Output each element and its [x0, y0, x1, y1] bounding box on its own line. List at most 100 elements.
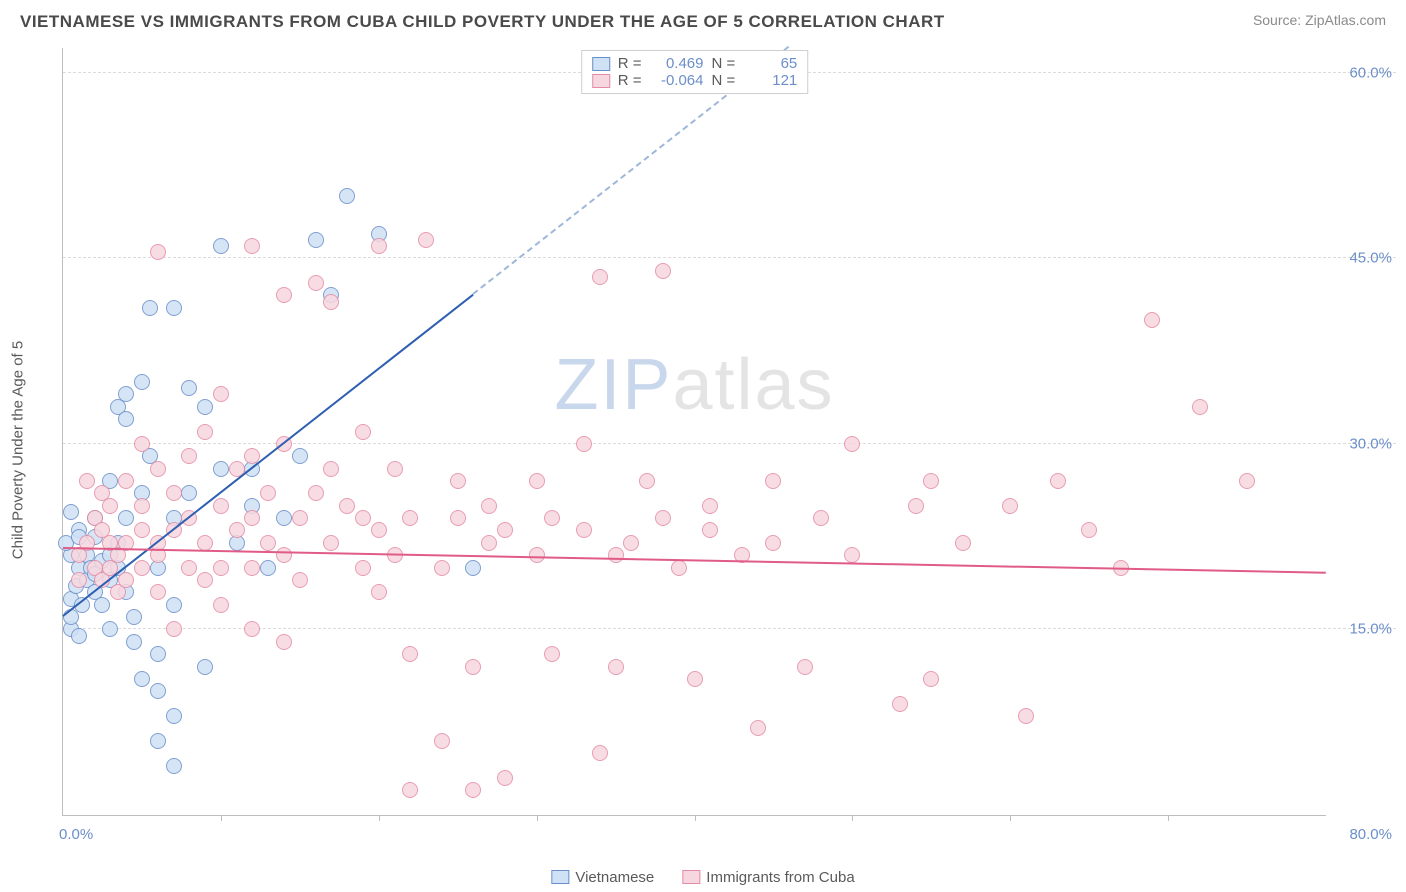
x-min-label: 0.0%	[59, 826, 93, 843]
r-label: R =	[618, 55, 642, 72]
watermark-atlas: atlas	[672, 345, 834, 425]
x-tick	[379, 815, 380, 821]
scatter-point	[260, 535, 276, 551]
scatter-point	[608, 659, 624, 675]
scatter-point	[134, 560, 150, 576]
scatter-point	[892, 696, 908, 712]
scatter-point	[118, 473, 134, 489]
scatter-point	[402, 646, 418, 662]
chart-container: Child Poverty Under the Age of 5 ZIPatla…	[36, 48, 1396, 852]
source-prefix: Source:	[1253, 12, 1305, 28]
scatter-point	[765, 473, 781, 489]
gridline	[63, 628, 1396, 629]
scatter-point	[402, 510, 418, 526]
r-label: R =	[618, 72, 642, 89]
scatter-point	[276, 547, 292, 563]
r-value-vietnamese: 0.469	[650, 55, 704, 72]
source-link[interactable]: ZipAtlas.com	[1305, 12, 1386, 28]
scatter-point	[844, 436, 860, 452]
scatter-point	[118, 510, 134, 526]
scatter-point	[371, 238, 387, 254]
scatter-point	[150, 584, 166, 600]
scatter-point	[308, 485, 324, 501]
y-tick-label: 45.0%	[1349, 250, 1392, 267]
gridline	[63, 443, 1396, 444]
scatter-point	[1192, 399, 1208, 415]
series-legend: Vietnamese Immigrants from Cuba	[551, 869, 854, 886]
scatter-point	[844, 547, 860, 563]
y-tick-label: 60.0%	[1349, 64, 1392, 81]
scatter-point	[197, 399, 213, 415]
scatter-point	[197, 572, 213, 588]
scatter-point	[813, 510, 829, 526]
swatch-cuba	[682, 870, 700, 884]
legend-item-cuba: Immigrants from Cuba	[682, 869, 854, 886]
scatter-point	[465, 782, 481, 798]
scatter-point	[450, 473, 466, 489]
scatter-point	[244, 621, 260, 637]
scatter-point	[481, 498, 497, 514]
scatter-point	[166, 300, 182, 316]
scatter-point	[181, 485, 197, 501]
x-tick	[1168, 815, 1169, 821]
n-value-cuba: 121	[743, 72, 797, 89]
x-tick	[852, 815, 853, 821]
y-axis-label: Child Poverty Under the Age of 5	[10, 341, 27, 559]
scatter-point	[655, 510, 671, 526]
scatter-point	[308, 275, 324, 291]
scatter-point	[134, 522, 150, 538]
scatter-point	[118, 572, 134, 588]
scatter-point	[1239, 473, 1255, 489]
scatter-point	[387, 461, 403, 477]
scatter-point	[465, 659, 481, 675]
scatter-point	[134, 671, 150, 687]
scatter-point	[134, 436, 150, 452]
scatter-point	[213, 560, 229, 576]
scatter-point	[323, 294, 339, 310]
scatter-point	[150, 683, 166, 699]
scatter-point	[94, 597, 110, 613]
legend-row-cuba: R = -0.064 N = 121	[592, 72, 798, 89]
scatter-point	[355, 424, 371, 440]
scatter-point	[1018, 708, 1034, 724]
scatter-point	[276, 634, 292, 650]
source-attribution: Source: ZipAtlas.com	[1253, 12, 1386, 28]
scatter-point	[126, 609, 142, 625]
scatter-point	[134, 498, 150, 514]
x-tick	[537, 815, 538, 821]
scatter-point	[923, 473, 939, 489]
scatter-point	[118, 411, 134, 427]
scatter-point	[166, 621, 182, 637]
scatter-point	[260, 485, 276, 501]
scatter-point	[181, 380, 197, 396]
scatter-point	[655, 263, 671, 279]
scatter-point	[292, 572, 308, 588]
scatter-point	[497, 522, 513, 538]
scatter-point	[79, 473, 95, 489]
scatter-point	[1144, 312, 1160, 328]
scatter-point	[244, 510, 260, 526]
scatter-point	[355, 560, 371, 576]
legend-item-vietnamese: Vietnamese	[551, 869, 654, 886]
scatter-point	[71, 572, 87, 588]
scatter-point	[102, 621, 118, 637]
y-tick-label: 15.0%	[1349, 621, 1392, 638]
scatter-point	[592, 269, 608, 285]
scatter-point	[134, 374, 150, 390]
plot-area: ZIPatlas R = 0.469 N = 65 R = -0.064 N =…	[62, 48, 1326, 816]
swatch-vietnamese	[551, 870, 569, 884]
scatter-point	[166, 758, 182, 774]
scatter-point	[434, 733, 450, 749]
scatter-point	[371, 522, 387, 538]
watermark-zip: ZIP	[554, 345, 672, 425]
scatter-point	[687, 671, 703, 687]
legend-label: Immigrants from Cuba	[706, 869, 854, 886]
scatter-point	[450, 510, 466, 526]
scatter-point	[276, 510, 292, 526]
swatch-cuba	[592, 74, 610, 88]
scatter-point	[213, 597, 229, 613]
scatter-point	[213, 461, 229, 477]
scatter-point	[323, 535, 339, 551]
scatter-point	[150, 461, 166, 477]
scatter-point	[213, 386, 229, 402]
